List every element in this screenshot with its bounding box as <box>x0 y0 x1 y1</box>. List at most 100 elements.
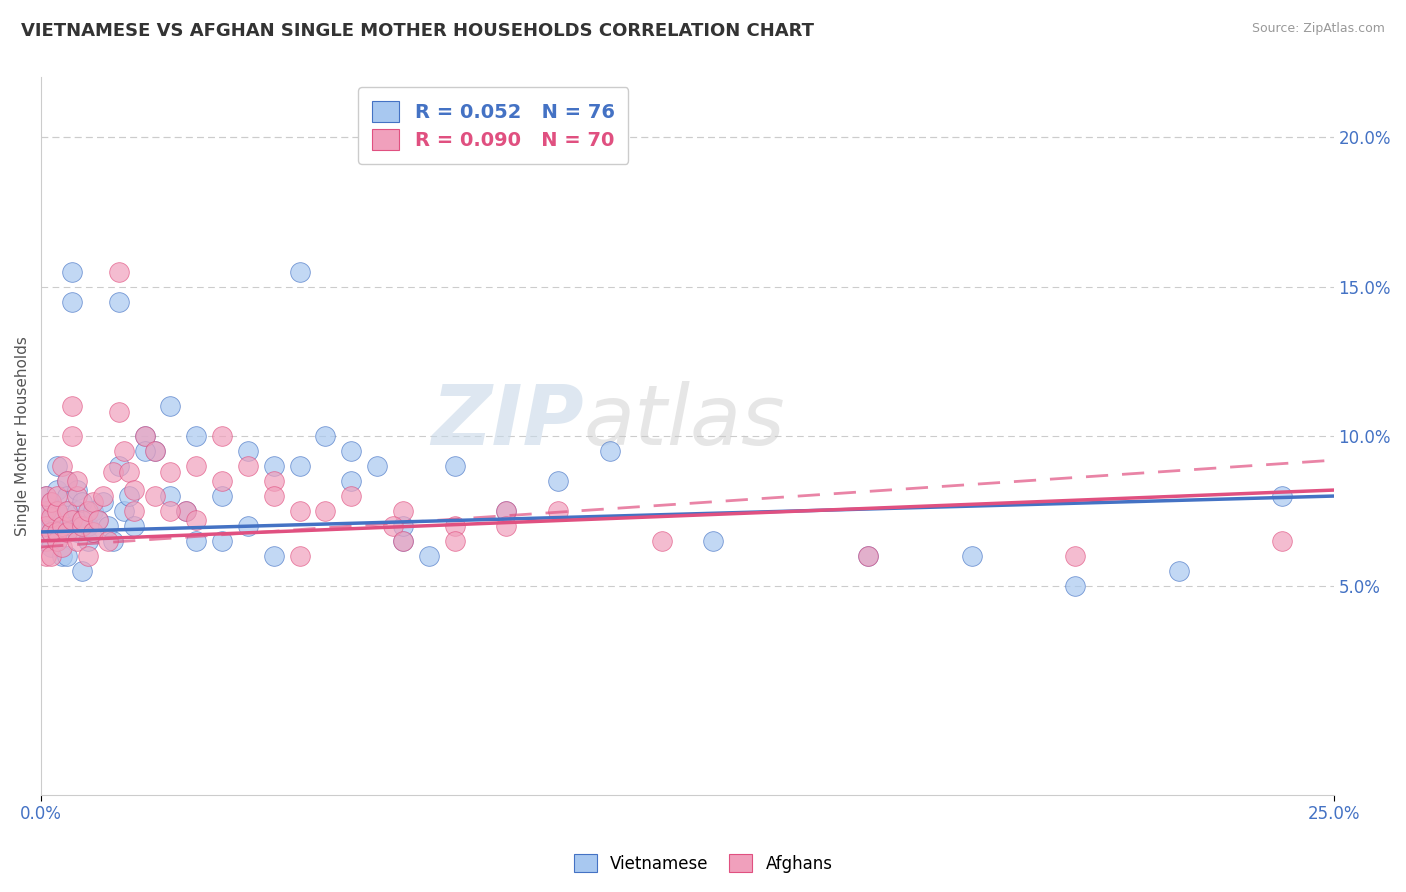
Text: Source: ZipAtlas.com: Source: ZipAtlas.com <box>1251 22 1385 36</box>
Point <box>288 265 311 279</box>
Point <box>143 444 166 458</box>
Legend: R = 0.052   N = 76, R = 0.090   N = 70: R = 0.052 N = 76, R = 0.090 N = 70 <box>359 87 628 163</box>
Point <box>87 513 110 527</box>
Point <box>103 465 125 479</box>
Point <box>159 400 181 414</box>
Point <box>91 489 114 503</box>
Point <box>51 540 73 554</box>
Point <box>41 524 63 539</box>
Point <box>236 519 259 533</box>
Point <box>41 540 63 554</box>
Point <box>314 504 336 518</box>
Point <box>340 489 363 503</box>
Point <box>82 495 104 509</box>
Point <box>392 504 415 518</box>
Point <box>66 533 89 548</box>
Point <box>443 533 465 548</box>
Point <box>76 533 98 548</box>
Point <box>76 549 98 563</box>
Point <box>858 549 880 563</box>
Point <box>56 504 79 518</box>
Point <box>186 429 208 443</box>
Point <box>51 510 73 524</box>
Point <box>66 524 89 539</box>
Point <box>236 459 259 474</box>
Point <box>288 549 311 563</box>
Point <box>1271 489 1294 503</box>
Point <box>159 504 181 518</box>
Text: atlas: atlas <box>583 382 786 462</box>
Point <box>366 459 388 474</box>
Point <box>35 533 58 548</box>
Point <box>107 294 129 309</box>
Point <box>35 489 58 503</box>
Point <box>72 564 94 578</box>
Point <box>112 504 135 518</box>
Point <box>392 533 415 548</box>
Point <box>340 474 363 488</box>
Point <box>41 513 63 527</box>
Point <box>263 459 285 474</box>
Point <box>56 474 79 488</box>
Point <box>56 474 79 488</box>
Point <box>97 533 120 548</box>
Point <box>495 504 517 518</box>
Point <box>174 504 197 518</box>
Point <box>66 474 89 488</box>
Y-axis label: Single Mother Households: Single Mother Households <box>15 336 30 536</box>
Point <box>288 504 311 518</box>
Point <box>35 504 58 518</box>
Point <box>60 519 83 533</box>
Point <box>45 533 67 548</box>
Point <box>547 474 569 488</box>
Point <box>236 444 259 458</box>
Point <box>443 519 465 533</box>
Point <box>651 533 673 548</box>
Point <box>186 459 208 474</box>
Point <box>1064 579 1087 593</box>
Point <box>41 549 63 563</box>
Point <box>51 549 73 563</box>
Point <box>35 519 58 533</box>
Point <box>76 504 98 518</box>
Point <box>60 294 83 309</box>
Point <box>599 444 621 458</box>
Point <box>122 504 145 518</box>
Point <box>107 265 129 279</box>
Point <box>66 489 89 503</box>
Point <box>45 533 67 548</box>
Point <box>56 524 79 539</box>
Point <box>60 265 83 279</box>
Point <box>45 504 67 518</box>
Point <box>288 459 311 474</box>
Point <box>174 504 197 518</box>
Point <box>76 519 98 533</box>
Point <box>159 465 181 479</box>
Point <box>45 483 67 497</box>
Point <box>60 400 83 414</box>
Point <box>45 489 67 503</box>
Point <box>340 444 363 458</box>
Point <box>118 465 141 479</box>
Point <box>82 524 104 539</box>
Point <box>35 519 58 533</box>
Point <box>82 524 104 539</box>
Point <box>186 513 208 527</box>
Point <box>134 429 156 443</box>
Point <box>263 549 285 563</box>
Point <box>211 489 233 503</box>
Point <box>134 444 156 458</box>
Point <box>51 459 73 474</box>
Point <box>702 533 724 548</box>
Point <box>82 504 104 518</box>
Point <box>118 489 141 503</box>
Point <box>60 429 83 443</box>
Point <box>45 459 67 474</box>
Point <box>112 444 135 458</box>
Legend: Vietnamese, Afghans: Vietnamese, Afghans <box>567 847 839 880</box>
Point <box>159 489 181 503</box>
Point <box>56 524 79 539</box>
Point <box>91 495 114 509</box>
Point <box>45 504 67 518</box>
Point <box>443 459 465 474</box>
